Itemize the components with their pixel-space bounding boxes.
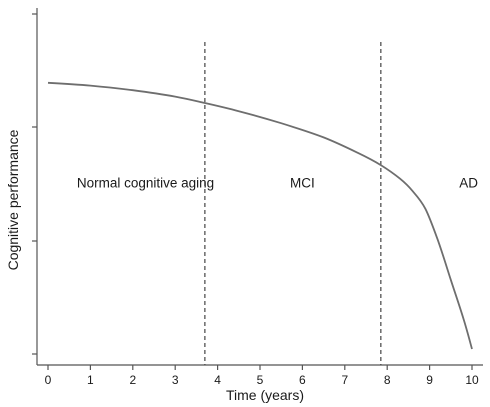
x-tick-label-5: 5: [257, 373, 264, 387]
series-group: [47, 81, 473, 350]
x-tick-label-9: 9: [426, 373, 433, 387]
x-tick-label-3: 3: [172, 373, 179, 387]
annotation-3: AD: [459, 176, 478, 191]
phase-dividers: [204, 42, 382, 365]
x-tick-label-1: 1: [87, 373, 94, 387]
y-axis-title: Cognitive performance: [5, 129, 21, 270]
annotations: Normal cognitive aging MCI AD: [77, 176, 478, 191]
x-tick-label-8: 8: [384, 373, 391, 387]
x-axis-title: Time (years): [226, 387, 304, 403]
x-tick-label-7: 7: [341, 373, 348, 387]
annotation-2: MCI: [290, 176, 315, 191]
annotation-1: Normal cognitive aging: [77, 176, 214, 191]
x-tick-label-6: 6: [299, 373, 306, 387]
axes: 0 1 2 3 4 5 6 7 8 9 10: [32, 8, 483, 387]
series-line-0: [47, 81, 473, 350]
x-tick-label-0: 0: [45, 373, 52, 387]
x-tick-label-10: 10: [465, 373, 479, 387]
x-tick-label-2: 2: [129, 373, 136, 387]
x-tick-label-4: 4: [214, 373, 221, 387]
